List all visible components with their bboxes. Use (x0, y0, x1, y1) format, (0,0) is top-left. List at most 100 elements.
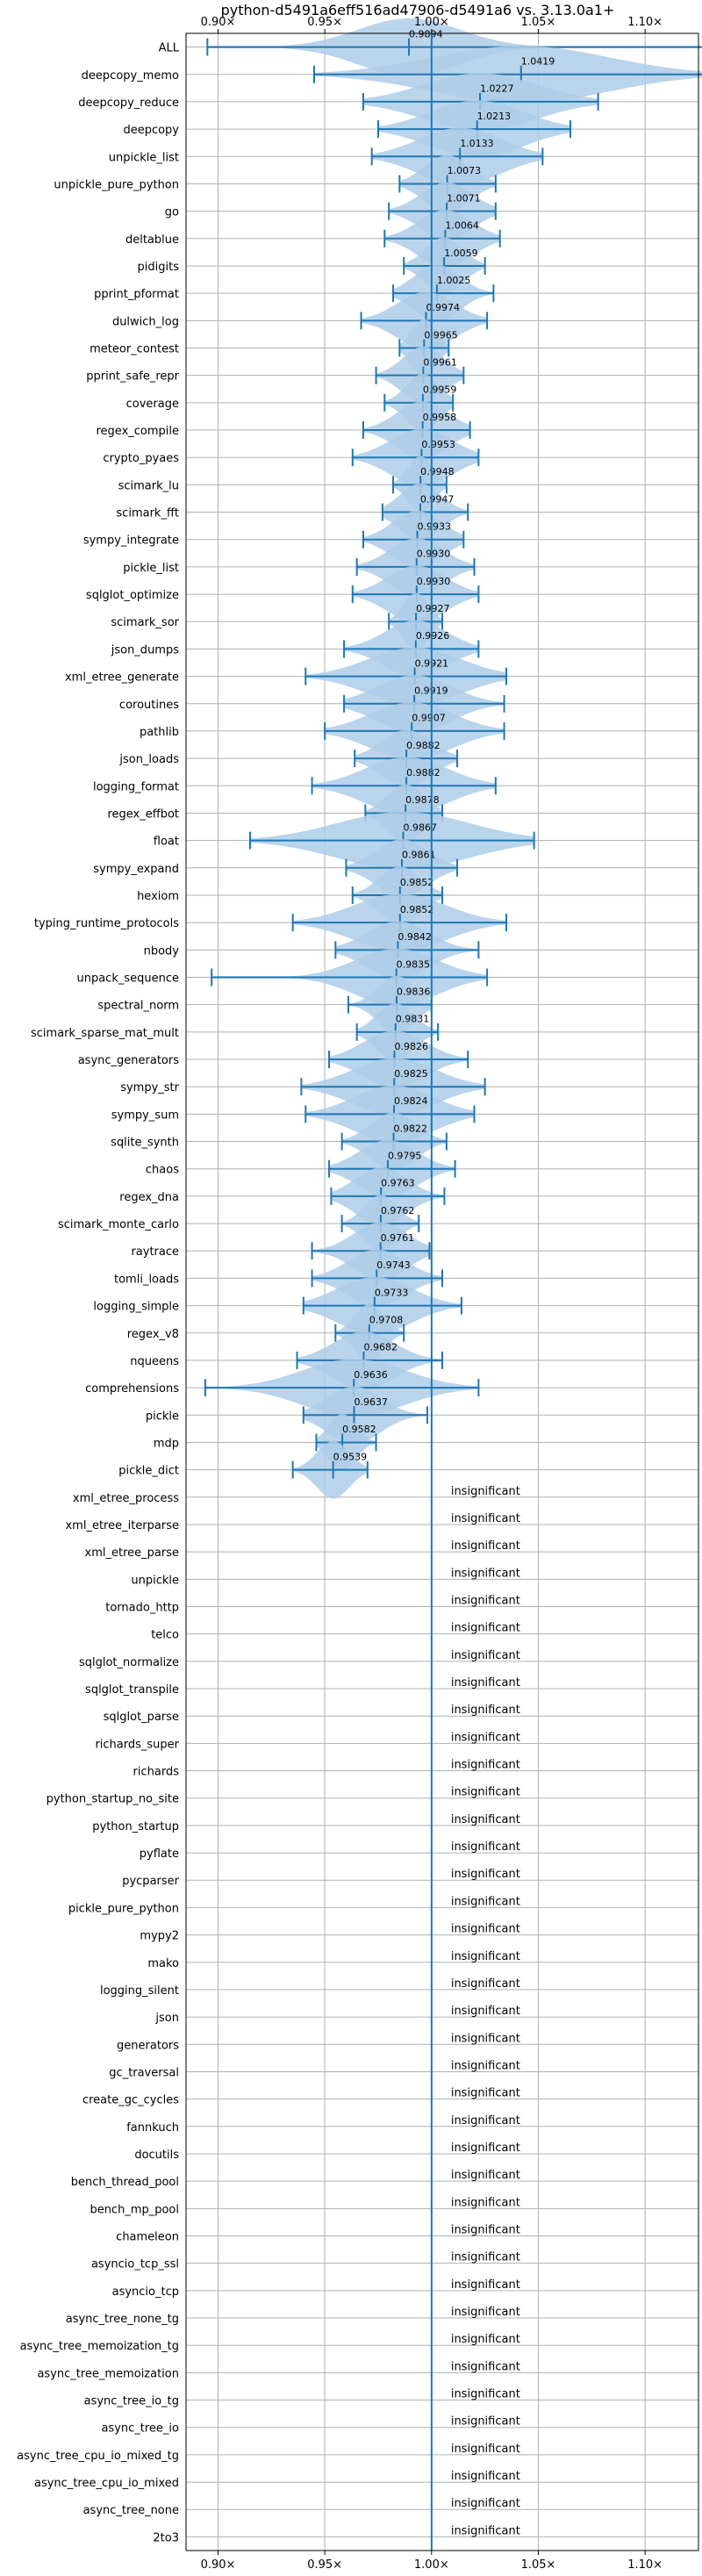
y-tick-label: logging_silent (100, 1984, 179, 1998)
y-tick-label: ALL (159, 42, 180, 55)
y-tick-label: pycparser (122, 1875, 179, 1888)
y-tick-label: python_startup (92, 1820, 179, 1833)
median-data-label: 1.0133 (460, 138, 494, 149)
y-tick-label: hexiom (137, 890, 179, 903)
y-tick-label: pickle_list (123, 562, 179, 575)
y-tick-label: sqlglot_transpile (85, 1683, 179, 1697)
median-data-label: 0.9927 (416, 603, 450, 614)
x-tick-label-top: 1.00× (414, 16, 449, 29)
insignificant-label: insignificant (451, 1676, 520, 1690)
median-data-label: 0.9894 (409, 28, 443, 39)
y-tick-label: logging_format (93, 780, 179, 793)
y-tick-label: telco (151, 1629, 179, 1642)
median-data-label: 0.9708 (369, 1315, 404, 1326)
insignificant-label: insignificant (451, 1786, 520, 1799)
median-data-label: 0.9762 (381, 1205, 415, 1216)
insignificant-label: insignificant (451, 1512, 520, 1525)
y-tick-label: async_tree_cpu_io_mixed (34, 2477, 179, 2490)
y-tick-label: bench_thread_pool (71, 2176, 179, 2189)
y-tick-label: 2to3 (153, 2531, 179, 2544)
insignificant-label: insignificant (451, 2443, 520, 2456)
y-tick-label: pickle_dict (118, 1465, 179, 1478)
y-tick-label: bench_mp_pool (90, 2203, 179, 2216)
insignificant-label: insignificant (451, 1841, 520, 1854)
insignificant-label: insignificant (451, 1622, 520, 1635)
insignificant-label: insignificant (451, 1539, 520, 1553)
median-data-label: 0.9930 (417, 549, 451, 560)
insignificant-label: insignificant (451, 2470, 520, 2483)
x-tick-label-bottom: 0.95× (307, 2558, 342, 2572)
y-tick-label: async_tree_io (101, 2422, 179, 2436)
x-tick-label-top: 0.90× (201, 16, 236, 29)
y-tick-label: tornado_http (105, 1602, 179, 1615)
y-tick-label: async_tree_memoization_tg (20, 2340, 179, 2353)
y-tick-label: create_gc_cycles (82, 2094, 179, 2107)
median-data-label: 0.9835 (397, 958, 431, 970)
median-data-label: 0.9953 (421, 439, 455, 450)
y-tick-label: generators (117, 2039, 179, 2052)
y-tick-label: regex_dna (119, 1191, 179, 1204)
y-tick-label: asyncio_tcp_ssl (91, 2258, 179, 2271)
y-tick-label: regex_v8 (127, 1328, 179, 1341)
y-tick-label: sympy_sum (111, 1109, 179, 1122)
y-tick-label: pickle_pure_python (68, 1902, 179, 1915)
median-data-label: 0.9974 (426, 302, 461, 313)
y-tick-label: spectral_norm (97, 1000, 179, 1013)
y-tick-label: unpickle_pure_python (54, 178, 179, 191)
y-tick-label: dulwich_log (112, 315, 179, 328)
median-data-label: 1.0064 (445, 220, 479, 232)
y-tick-label: sympy_integrate (83, 535, 179, 548)
y-tick-label: regex_effbot (107, 807, 179, 821)
y-tick-label: richards (133, 1766, 180, 1779)
y-tick-label: scimark_monte_carlo (58, 1218, 179, 1231)
insignificant-label: insignificant (451, 2333, 520, 2346)
y-tick-label: logging_simple (93, 1301, 179, 1314)
insignificant-label: insignificant (451, 2032, 520, 2045)
median-data-label: 0.9852 (400, 904, 434, 915)
y-tick-label: pathlib (140, 726, 179, 739)
y-tick-label: async_tree_none (83, 2504, 179, 2517)
y-tick-label: nbody (144, 944, 180, 958)
y-tick-label: deltablue (125, 233, 179, 247)
y-tick-label: regex_compile (96, 425, 179, 438)
y-tick-label: scimark_fft (116, 507, 179, 520)
median-data-label: 1.0071 (447, 192, 481, 204)
insignificant-label: insignificant (451, 2278, 520, 2292)
insignificant-label: insignificant (451, 2005, 520, 2018)
y-tick-label: sqlglot_normalize (79, 1656, 179, 1669)
y-tick-label: sympy_expand (93, 863, 179, 876)
median-data-label: 1.0059 (444, 248, 478, 259)
y-tick-label: go (165, 206, 179, 219)
y-tick-label: python_startup_no_site (47, 1793, 179, 1806)
median-data-label: 1.0227 (480, 83, 514, 95)
median-data-label: 0.9867 (403, 822, 437, 833)
median-data-label: 0.9582 (342, 1424, 376, 1435)
insignificant-label: insignificant (451, 2306, 520, 2319)
x-tick-label-bottom: 1.10× (627, 2558, 663, 2572)
x-tick-label-top: 1.05× (521, 16, 556, 29)
y-tick-label: unpickle (131, 1574, 179, 1587)
y-tick-label: sqlite_synth (111, 1137, 179, 1150)
median-data-label: 0.9842 (398, 931, 432, 943)
y-tick-label: chameleon (116, 2231, 179, 2244)
median-data-label: 0.9636 (354, 1369, 388, 1381)
y-tick-label: sqlglot_parse (104, 1711, 179, 1724)
y-tick-label: deepcopy_memo (82, 69, 179, 83)
insignificant-label: insignificant (451, 2224, 520, 2237)
median-data-label: 0.9947 (420, 493, 454, 505)
y-tick-label: pidigits (138, 261, 180, 274)
y-tick-label: meteor_contest (90, 343, 179, 356)
median-data-label: 0.9907 (412, 713, 446, 724)
insignificant-label: insignificant (451, 2196, 520, 2209)
median-data-label: 0.9824 (394, 1095, 428, 1107)
y-tick-label: pprint_safe_repr (86, 370, 179, 384)
y-tick-label: fannkuch (126, 2121, 179, 2135)
y-tick-label: json (154, 2012, 179, 2025)
insignificant-label: insignificant (451, 1649, 520, 1662)
median-data-label: 0.9836 (397, 986, 431, 997)
median-data-label: 0.9852 (400, 877, 434, 888)
y-tick-label: pickle (146, 1410, 179, 1423)
y-tick-label: json_loads (118, 753, 179, 766)
median-data-label: 1.0213 (477, 111, 512, 122)
